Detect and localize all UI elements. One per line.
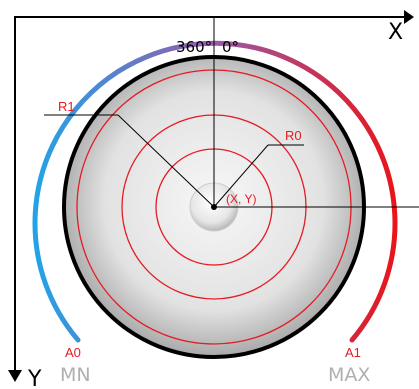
value-range-arc	[32, 40, 398, 343]
min-label: MN	[60, 364, 91, 386]
center-point	[211, 204, 217, 210]
a0-label: A0	[65, 345, 81, 360]
r1-leader-radial	[117, 114, 215, 208]
y-axis-arrow	[8, 370, 22, 382]
angle-start-label: 360°	[176, 38, 212, 56]
x-axis-arrow	[404, 10, 414, 24]
r0-leader-radial	[213, 144, 269, 208]
y-axis-label: Y	[27, 367, 42, 389]
r1-label: R1	[58, 99, 75, 114]
angle-end-label: 0°	[222, 38, 239, 56]
center-coordinate-label: (X, Y)	[226, 192, 256, 206]
x-axis-label: X	[388, 20, 403, 45]
a1-label: A1	[345, 345, 361, 360]
r0-label: R0	[285, 128, 302, 143]
max-label: MAX	[328, 364, 370, 386]
